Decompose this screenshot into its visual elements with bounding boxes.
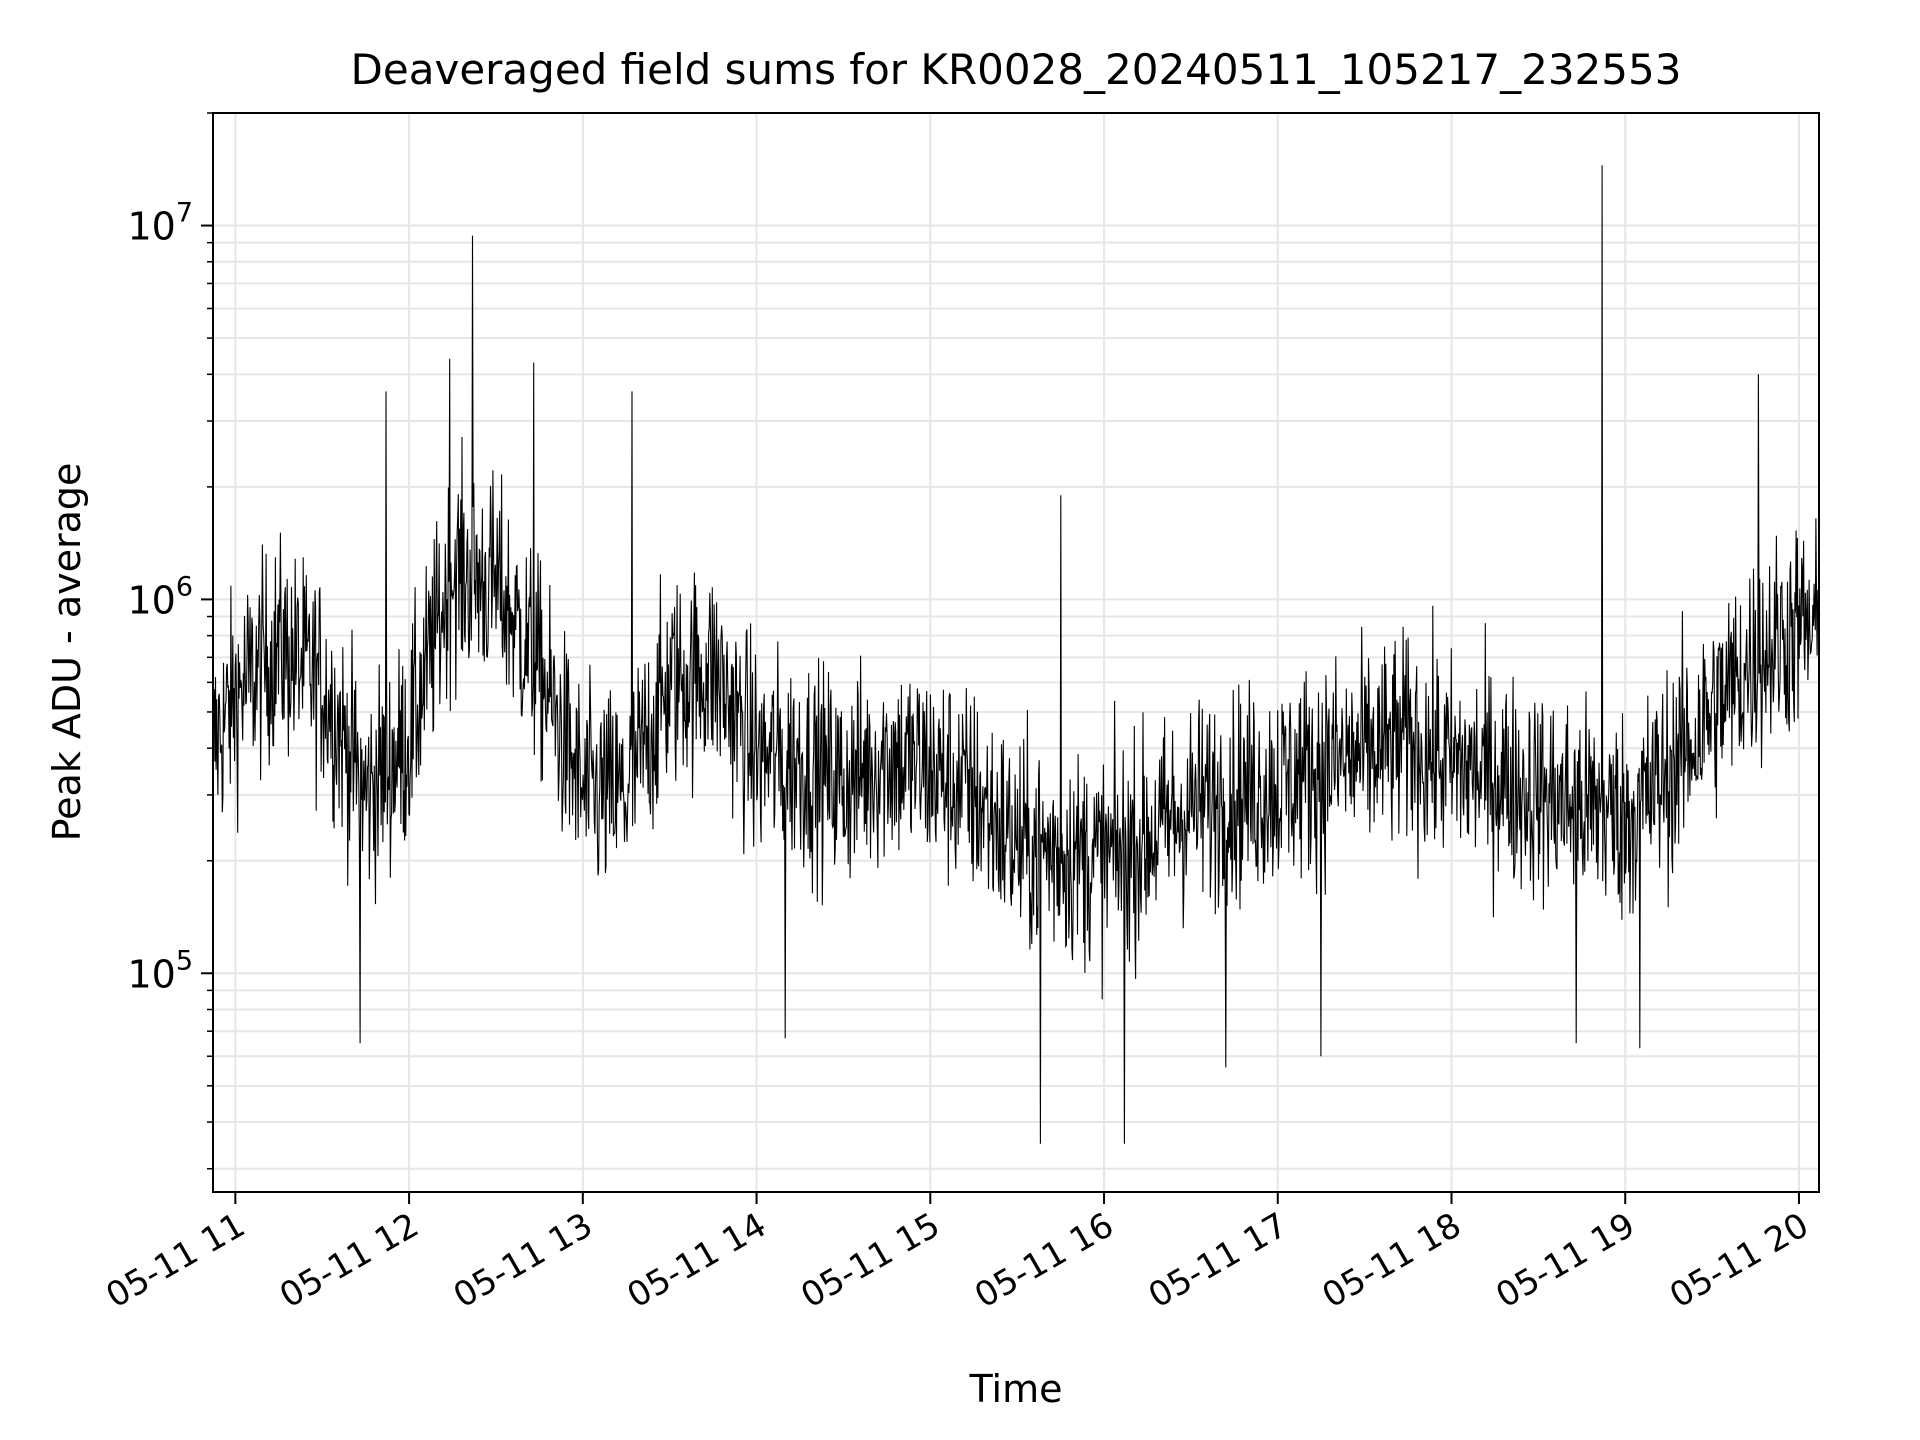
plot-area [213, 165, 1819, 1144]
y-axis-label: Peak ADU - average [45, 463, 89, 842]
plot-frame [212, 112, 1820, 1193]
series-line [213, 165, 1819, 1144]
x-axis-label: Time [969, 1367, 1063, 1411]
chart-title: Deaveraged field sums for KR0028_2024051… [351, 45, 1682, 94]
